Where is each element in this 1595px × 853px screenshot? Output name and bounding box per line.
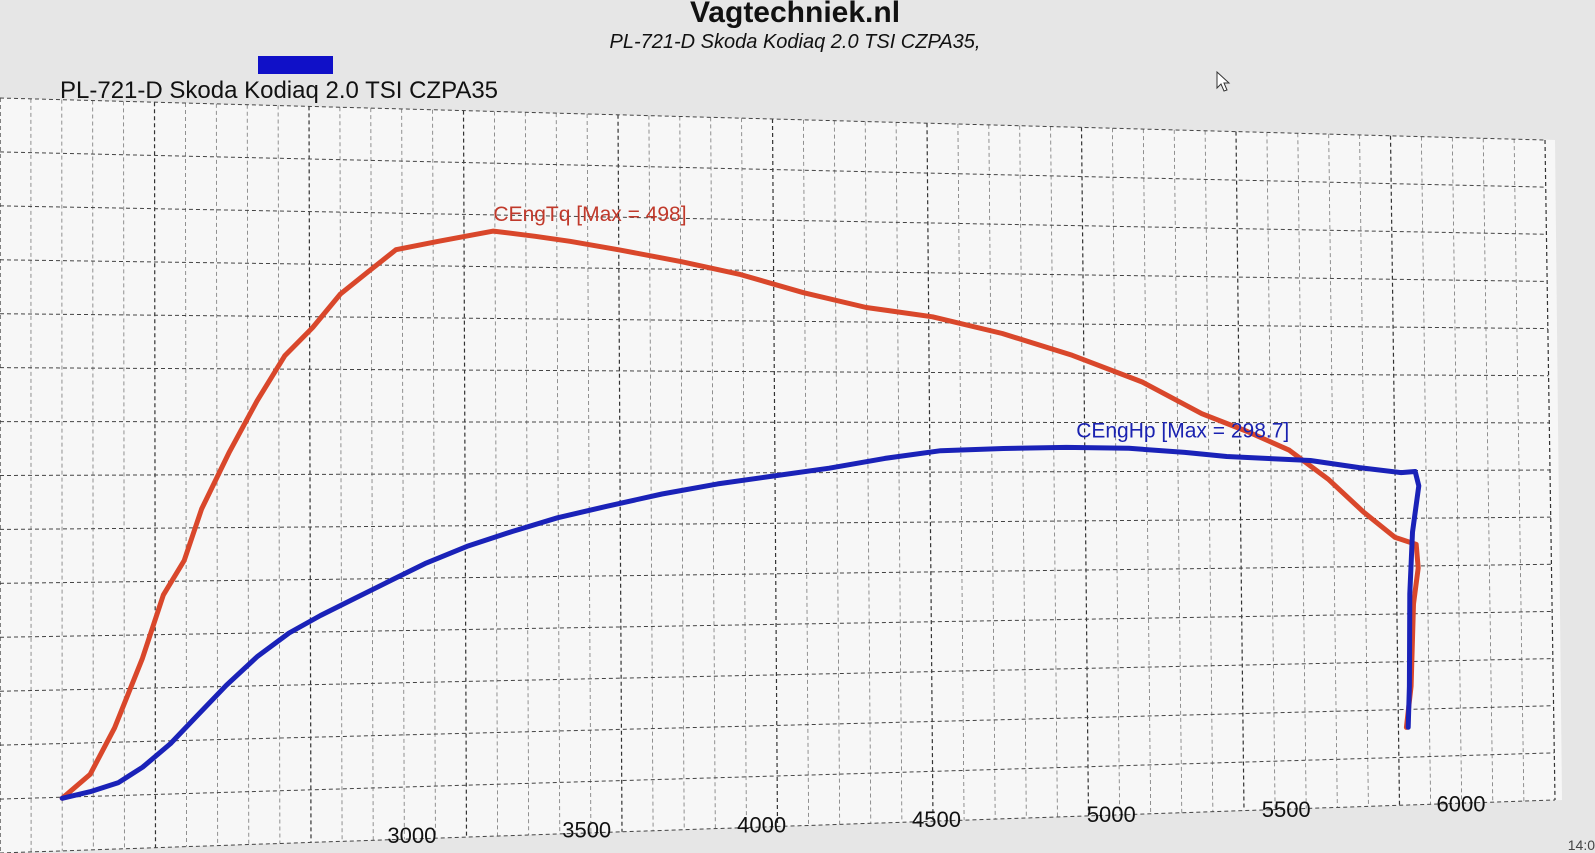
x-tick-label: 3000 <box>387 823 436 848</box>
grid-line-vertical <box>184 103 188 847</box>
series-annotation-cengtq: CEngTq [Max = 498] <box>493 203 686 226</box>
grid-line-vertical <box>215 103 219 846</box>
grid-line-horizontal <box>0 97 1546 141</box>
x-tick-label: 5000 <box>1087 802 1136 827</box>
x-axis-ticks: 3000 3500 4000 4500 5000 5500 6000 <box>387 792 1485 848</box>
grid-line-horizontal <box>0 313 1548 330</box>
grid-line-vertical <box>1421 136 1431 805</box>
grid-line-horizontal <box>0 469 1551 476</box>
grid-line-vertical <box>555 113 561 834</box>
legend-label: PL-721-D Skoda Kodiaq 2.0 TSI CZPA35 <box>60 77 498 104</box>
grid-line-vertical <box>1266 132 1276 810</box>
grid-line-vertical <box>1050 126 1058 817</box>
grid-line-vertical <box>339 107 343 842</box>
x-tick-label: 4500 <box>912 807 961 832</box>
grid-line-vertical <box>771 118 779 827</box>
series-line-cengtq <box>59 228 1421 801</box>
grid-line-vertical <box>246 104 250 845</box>
grid-line-horizontal <box>0 705 1554 746</box>
grid-line-vertical <box>1482 138 1494 803</box>
chart-subtitle: PL-721-D Skoda Kodiaq 2.0 TSI CZPA35, <box>610 31 981 53</box>
grid-line-horizontal <box>0 151 1546 188</box>
series-line-cenghp <box>59 444 1422 801</box>
grid-line-vertical <box>277 105 281 844</box>
grid-line-vertical <box>741 118 747 828</box>
grid-line-horizontal <box>0 421 1550 424</box>
x-tick-label: 4000 <box>737 812 786 837</box>
grid-line-horizontal <box>0 205 1547 235</box>
grid-line-vertical <box>895 122 903 823</box>
series-annotation-cenghp: CEngHp [Max = 298.7] <box>1076 419 1289 442</box>
grid-line-vertical <box>1173 129 1183 813</box>
site-title: Vagtechniek.nl <box>690 0 900 29</box>
clock-readout: 14:0 <box>1568 837 1595 853</box>
grid-line-vertical <box>988 124 996 820</box>
grid-line-vertical <box>401 108 405 840</box>
grid-line-vertical <box>1204 130 1214 812</box>
annotation-layer: CEngTq [Max = 498] CEngHp [Max = 298.7] <box>493 203 1289 442</box>
grid-line-horizontal <box>0 259 1548 282</box>
x-tick-label: 6000 <box>1437 792 1486 817</box>
legend-swatch <box>258 56 333 74</box>
mouse-cursor-icon <box>1216 70 1231 92</box>
grid-line-vertical <box>462 110 468 838</box>
grid-line-vertical <box>926 123 934 822</box>
grid-line-horizontal <box>0 752 1555 800</box>
grid-line-vertical <box>1142 129 1152 814</box>
grid-line-vertical <box>308 106 312 843</box>
grid-line-vertical <box>123 101 125 849</box>
chart-grid <box>0 97 1556 853</box>
grid-line-horizontal <box>0 799 1556 853</box>
x-tick-label: 3500 <box>562 818 611 843</box>
grid-line-vertical <box>833 120 841 825</box>
grid-line-vertical <box>617 114 623 832</box>
x-tick-label: 5500 <box>1262 797 1311 822</box>
series-layer <box>59 228 1422 801</box>
grid-line-horizontal <box>0 367 1549 377</box>
